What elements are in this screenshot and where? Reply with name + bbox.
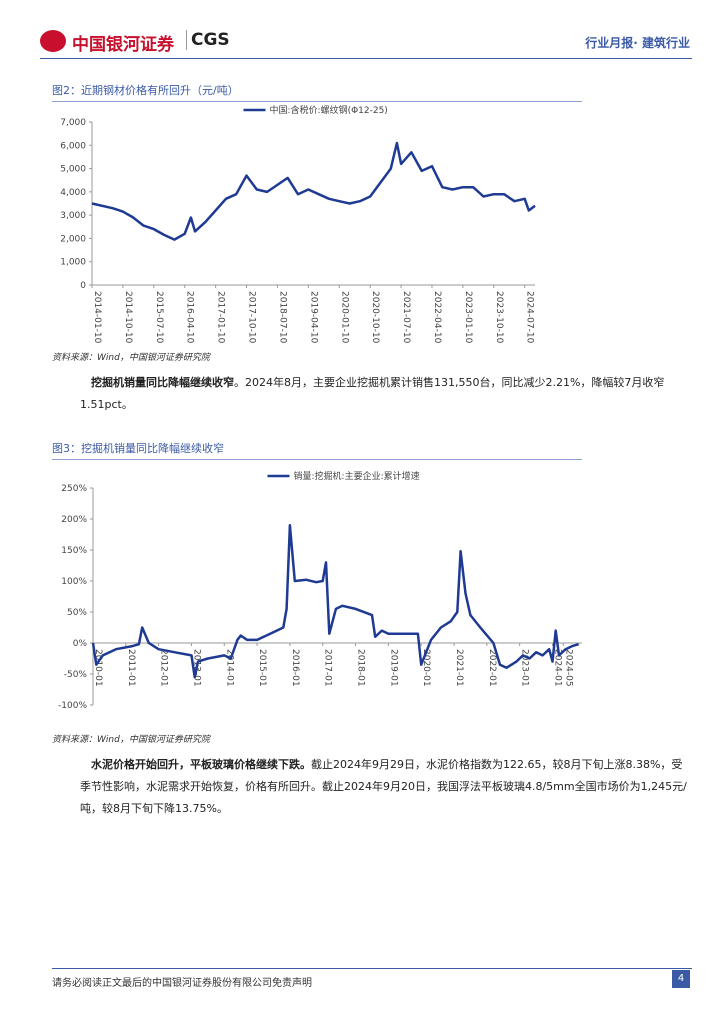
y-tick-label: 7,000 [60,118,86,128]
y-tick-label: 4,000 [60,188,86,198]
x-tick-label: 2012-01 [159,649,169,687]
x-tick-label: 2023-01 [520,649,530,687]
chart: -100% -50% 0% 50% 100% 150% 200% 250% 2010-01 201… [58,470,582,711]
y-tick-label: 5,000 [60,165,86,175]
y-tick-label: 250% [61,484,87,494]
y-tick-label: 100% [61,577,87,587]
y-tick-label: 200% [61,515,87,525]
paragraph: 水泥价格开始回升，平板玻璃价格继续下跌。截止2024年9月29日，水泥价格指数为… [80,754,690,820]
x-tick-label: 2019-04-10 [308,291,318,344]
logo-icon [40,30,66,52]
series-line [91,523,580,679]
header-rule [40,58,692,59]
x-tick-label: 2018-07-10 [277,291,287,344]
x-tick-label: 2024-01 [552,649,562,687]
x-tick-label: 2018-01 [356,649,366,687]
source: 资料来源：Wind，中国银河证券研究院 [52,353,210,363]
paragraph: 挖掘机销量同比降幅继续收窄。2024年8月，主要企业挖掘机累计销售131,550… [80,372,690,416]
x-tick-label: 2024-07-10 [525,291,535,344]
y-tick-label: 150% [61,546,87,556]
x-tick-label: 2020-01-10 [339,291,349,344]
x-tick-label: 2011-01 [126,649,136,687]
y-tick-label: 2,000 [60,234,86,244]
y-tick-label: 1,000 [60,258,86,268]
x-tick-label: 2023-10-10 [494,291,504,344]
series-line [91,141,536,241]
bold-lead: 水泥价格开始回升，平板玻璃价格继续下跌。 [91,758,311,771]
y-tick-label: 6,000 [60,141,86,151]
figure-title: 图2：近期钢材价格有所回升（元/吨） [52,82,582,102]
x-tick-label: 2016-01 [290,649,300,687]
logo: 中国银河证券 [72,35,174,55]
x-tick-label: 2023-01-10 [463,291,473,344]
footer-rule [52,968,692,969]
figure-title: 图3：挖掘机销量同比降幅继续收窄 [52,440,582,460]
x-tick-label: 2017-10-10 [247,291,257,344]
x-tick-label: 2017-01 [323,649,333,687]
x-tick-label: 2024-05 [563,649,573,687]
x-tick-label: 2020-10-10 [370,291,380,344]
x-tick-label: 2014-01-10 [92,291,102,344]
y-tick-label: 0% [73,639,88,649]
x-tick-label: 2015-07-10 [154,291,164,344]
x-tick-label: 2021-01 [454,649,464,687]
x-tick-label: 2016-04-10 [185,291,195,344]
header-right: 行业月报· 建筑行业 [585,36,690,50]
y-tick-label: -100% [58,701,87,711]
page-number: 4 [672,970,690,988]
y-tick-label: 3,000 [60,211,86,221]
x-tick-label: 2022-01 [487,649,497,687]
x-tick-label: 2017-01-10 [216,291,226,344]
y-tick-label: 50% [67,608,87,618]
y-tick-label: 0 [80,281,86,291]
y-tick-label: -50% [64,670,88,680]
x-tick-label: 2010-01 [93,649,103,687]
disclaimer: 请务必阅读正文最后的中国银河证券股份有限公司免责声明 [52,978,312,989]
legend-label: 销量:挖掘机:主要企业:累计增速 [294,470,420,482]
x-tick-label: 2022-04-10 [432,291,442,344]
x-tick-label: 2021-07-10 [401,291,411,344]
x-tick-label: 2014-10-10 [123,291,133,344]
x-tick-label: 2015-01 [257,649,267,687]
x-tick-label: 2020-01 [421,649,431,687]
text: 截止2024年9月29日，水泥价格指数为122.65，较8月下旬上涨8.38%，… [80,758,687,815]
source: 资料来源：Wind，中国银河证券研究院 [52,735,210,745]
logo-en: CGS [186,30,230,50]
x-tick-label: 2014-01 [224,649,234,687]
text: 。2024年8月，主要企业挖掘机累计销售131,550台，同比减少2.21%，降… [80,376,665,411]
legend-label: 中国:含税价:螺纹钢(Φ12-25) [270,104,388,116]
bold-lead: 挖掘机销量同比降幅继续收窄 [91,376,234,389]
x-tick-label: 2019-01 [388,649,398,687]
chart: 0 1,000 2,000 3,000 4,000 5,000 6,000 7,000 2014… [60,104,536,344]
